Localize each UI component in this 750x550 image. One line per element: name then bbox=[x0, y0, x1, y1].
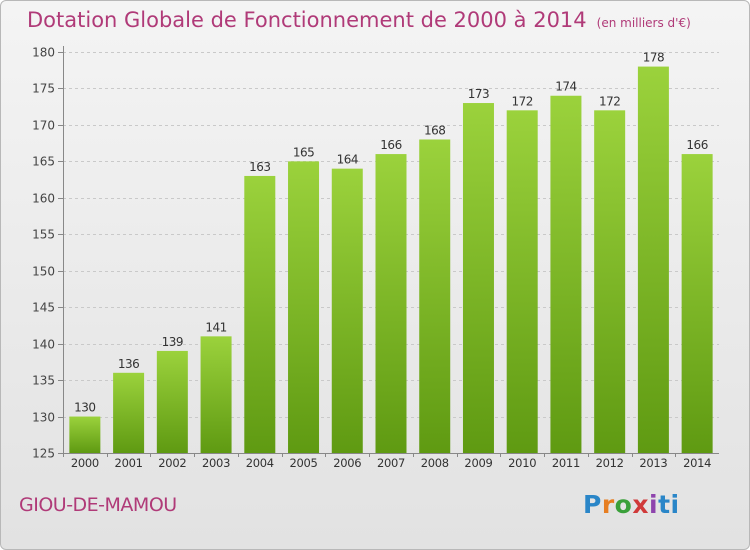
bar-value-label: 163 bbox=[249, 160, 270, 174]
labels: 125 130 135 140 145 150 155 160 165 170 175 180 130 2… bbox=[32, 46, 711, 471]
bar bbox=[462, 103, 494, 453]
bar-value-label: 178 bbox=[643, 51, 664, 65]
bar bbox=[419, 139, 451, 453]
bar bbox=[156, 350, 188, 453]
bar bbox=[244, 175, 276, 454]
x-tick-label: 2001 bbox=[115, 456, 143, 470]
bar bbox=[550, 95, 582, 453]
bar-value-label: 173 bbox=[468, 87, 489, 101]
bar bbox=[637, 66, 669, 453]
chart-unit: (en milliers d'€) bbox=[596, 16, 691, 30]
x-tick-label: 2010 bbox=[508, 456, 536, 470]
bar bbox=[288, 161, 320, 453]
x-tick-label: 2006 bbox=[333, 456, 361, 470]
bar-value-label: 166 bbox=[380, 138, 401, 152]
logo-letter: ti bbox=[658, 490, 680, 519]
x-tick-label: 2014 bbox=[683, 456, 711, 470]
chart-title: Dotation Globale de Fonctionnement de 20… bbox=[27, 8, 691, 32]
bar-value-label: 164 bbox=[337, 153, 358, 167]
y-tick-label: 155 bbox=[32, 228, 55, 242]
x-tick-label: 2003 bbox=[202, 456, 230, 470]
x-tick-label: 2013 bbox=[639, 456, 667, 470]
y-tick-label: 140 bbox=[32, 338, 55, 352]
bar-value-label: 139 bbox=[162, 335, 183, 349]
bar bbox=[200, 336, 232, 453]
x-tick-label: 2009 bbox=[464, 456, 492, 470]
bar bbox=[331, 168, 363, 453]
bar-value-label: 130 bbox=[74, 401, 95, 415]
axes bbox=[58, 46, 719, 457]
bar-value-label: 136 bbox=[118, 357, 139, 371]
bar bbox=[594, 110, 626, 453]
bar-value-label: 172 bbox=[599, 94, 620, 108]
y-tick-label: 145 bbox=[32, 301, 55, 315]
x-tick-label: 2008 bbox=[421, 456, 449, 470]
y-tick-label: 175 bbox=[32, 82, 55, 96]
logo-letter: i bbox=[649, 490, 659, 519]
x-tick-label: 2004 bbox=[246, 456, 274, 470]
x-tick-label: 2000 bbox=[71, 456, 99, 470]
y-tick-label: 160 bbox=[32, 192, 55, 206]
bar bbox=[506, 110, 538, 453]
y-tick-label: 135 bbox=[32, 374, 55, 388]
y-tick-label: 130 bbox=[32, 411, 55, 425]
y-tick-label: 125 bbox=[32, 447, 55, 461]
x-tick-label: 2011 bbox=[552, 456, 580, 470]
logo-letter: P bbox=[583, 490, 602, 519]
bar bbox=[69, 416, 101, 453]
logo-letter: x bbox=[632, 490, 649, 519]
bar bbox=[375, 154, 407, 453]
bar-value-label: 168 bbox=[424, 123, 445, 137]
bar bbox=[113, 372, 145, 453]
y-tick-label: 180 bbox=[32, 46, 55, 60]
x-tick-label: 2005 bbox=[289, 456, 317, 470]
y-tick-label: 170 bbox=[32, 119, 55, 133]
bar-value-label: 141 bbox=[205, 320, 226, 334]
bar bbox=[681, 154, 713, 453]
logo-letter: r bbox=[601, 490, 615, 519]
bar-value-label: 166 bbox=[686, 138, 707, 152]
chart-title-text: Dotation Globale de Fonctionnement de 20… bbox=[27, 8, 587, 32]
y-tick-label: 150 bbox=[32, 265, 55, 279]
x-tick-label: 2007 bbox=[377, 456, 405, 470]
bar-value-label: 172 bbox=[511, 94, 532, 108]
bars bbox=[69, 66, 713, 454]
y-tick-label: 165 bbox=[32, 155, 55, 169]
bar-value-label: 174 bbox=[555, 80, 576, 94]
commune-name: GIOU-DE-MAMOU bbox=[19, 494, 177, 516]
bar-value-label: 165 bbox=[293, 145, 314, 159]
x-tick-label: 2002 bbox=[158, 456, 186, 470]
x-tick-label: 2012 bbox=[596, 456, 624, 470]
proxiti-logo: Proxiti bbox=[583, 490, 680, 519]
logo-letter: o bbox=[614, 490, 633, 519]
